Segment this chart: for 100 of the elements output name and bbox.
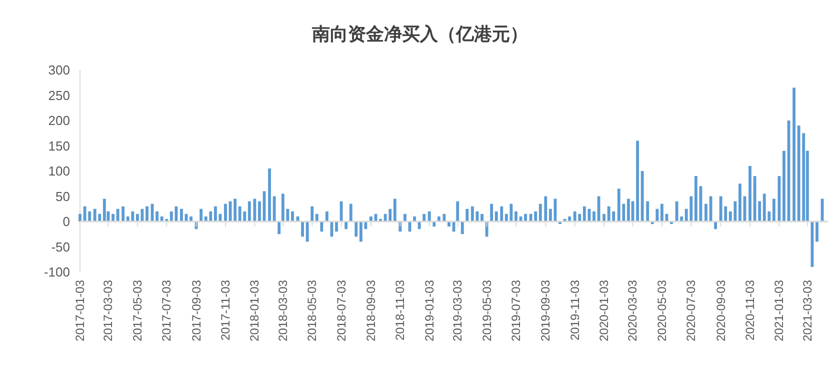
bar — [428, 211, 431, 222]
bar — [248, 201, 251, 222]
bar — [340, 201, 343, 222]
bar — [792, 88, 796, 222]
x-tick-label: 2017-11-03 — [218, 280, 232, 340]
x-tick-label: 2017-01-03 — [73, 280, 87, 342]
bar — [640, 171, 644, 222]
x-tick-label: 2017-03-03 — [101, 280, 116, 342]
bar — [758, 201, 762, 222]
bar — [816, 222, 818, 242]
bar — [349, 204, 352, 222]
bar — [291, 211, 294, 222]
bar — [480, 214, 484, 222]
bar — [320, 222, 324, 232]
bar — [354, 222, 358, 237]
x-tick-label: 2017-05-03 — [130, 280, 144, 342]
x-tick-label: 2020-05-03 — [654, 280, 669, 342]
bar — [626, 198, 630, 222]
bar — [782, 150, 786, 222]
bar — [370, 216, 372, 222]
chart-title: 南向资金净买入（亿港元） — [311, 24, 528, 44]
bar — [78, 214, 82, 222]
bar — [456, 201, 460, 222]
bar — [278, 222, 281, 234]
bar — [88, 211, 92, 222]
bar — [568, 216, 572, 222]
x-tick-label: 2019-01-03 — [422, 280, 436, 342]
bar — [636, 140, 639, 222]
x-tick-label: 2020-09-03 — [714, 280, 728, 342]
bar — [778, 176, 781, 222]
y-tick-label: 0 — [62, 214, 70, 229]
y-tick-label: 250 — [48, 88, 70, 103]
bar — [136, 214, 139, 222]
bar — [437, 216, 440, 222]
bar — [253, 198, 256, 222]
bar — [214, 206, 217, 222]
bar — [190, 216, 192, 222]
x-tick-label: 2021-01-03 — [772, 280, 786, 342]
bar — [646, 201, 650, 222]
bar — [466, 208, 469, 222]
x-tick-label: 2019-09-03 — [538, 280, 553, 342]
x-tick-label: 2019-07-03 — [508, 280, 523, 342]
bar — [772, 198, 776, 222]
bar — [116, 208, 120, 222]
bar — [704, 204, 708, 222]
y-tick-label: 50 — [56, 188, 70, 204]
bar — [200, 208, 203, 222]
y-tick-label: 300 — [48, 62, 70, 78]
bar — [272, 196, 276, 222]
bar — [112, 214, 114, 222]
bar — [180, 208, 183, 222]
bar — [393, 198, 396, 222]
x-tick-label: 2021-03-03 — [800, 280, 814, 342]
y-tick-label: -50 — [51, 239, 70, 254]
y-tick-label: 200 — [48, 113, 70, 128]
bar — [325, 211, 328, 222]
bar — [602, 214, 606, 222]
bar — [301, 222, 304, 237]
x-tick-label: 2018-05-03 — [305, 280, 320, 342]
bar — [500, 206, 504, 222]
bar — [224, 204, 227, 222]
x-tick-label: 2018-11-03 — [393, 280, 408, 340]
x-tick-label: 2020-01-03 — [597, 280, 612, 342]
x-tick-label: 2017-09-03 — [189, 280, 204, 342]
x-tick-label: 2018-09-03 — [364, 280, 378, 342]
bar — [460, 222, 464, 234]
bar — [656, 208, 659, 222]
bar — [660, 204, 664, 222]
x-tick-label: 2019-11-03 — [568, 280, 582, 340]
bar — [315, 214, 318, 222]
bar — [102, 198, 106, 222]
y-tick-label: 100 — [48, 164, 70, 178]
bar — [258, 201, 261, 222]
y-tick-label: 150 — [48, 138, 70, 154]
x-tick-label: 2019-03-03 — [450, 280, 465, 342]
bar — [335, 222, 338, 232]
bar — [748, 166, 752, 222]
bar — [680, 216, 684, 222]
x-tick-label: 2020-07-03 — [684, 280, 698, 342]
bar — [422, 214, 426, 222]
bar — [146, 206, 148, 222]
x-tick-label: 2019-05-03 — [480, 280, 494, 342]
bar — [514, 211, 518, 222]
bar — [524, 214, 528, 222]
bar — [490, 204, 494, 222]
bar — [413, 216, 416, 222]
bar — [544, 196, 548, 222]
x-tick-label: 2018-07-03 — [334, 280, 348, 342]
bar — [494, 211, 498, 222]
x-tick-label: 2020-03-03 — [626, 280, 640, 342]
bar — [592, 211, 596, 222]
bar — [310, 206, 314, 222]
x-tick-label: 2018-01-03 — [248, 280, 262, 342]
bar — [548, 208, 552, 222]
bar — [156, 211, 159, 222]
bar — [306, 222, 309, 242]
x-tick-label: 2018-03-03 — [276, 280, 290, 342]
bar — [234, 198, 237, 222]
x-tick-label: 2017-07-03 — [160, 280, 174, 342]
y-tick-label: -100 — [44, 264, 70, 280]
